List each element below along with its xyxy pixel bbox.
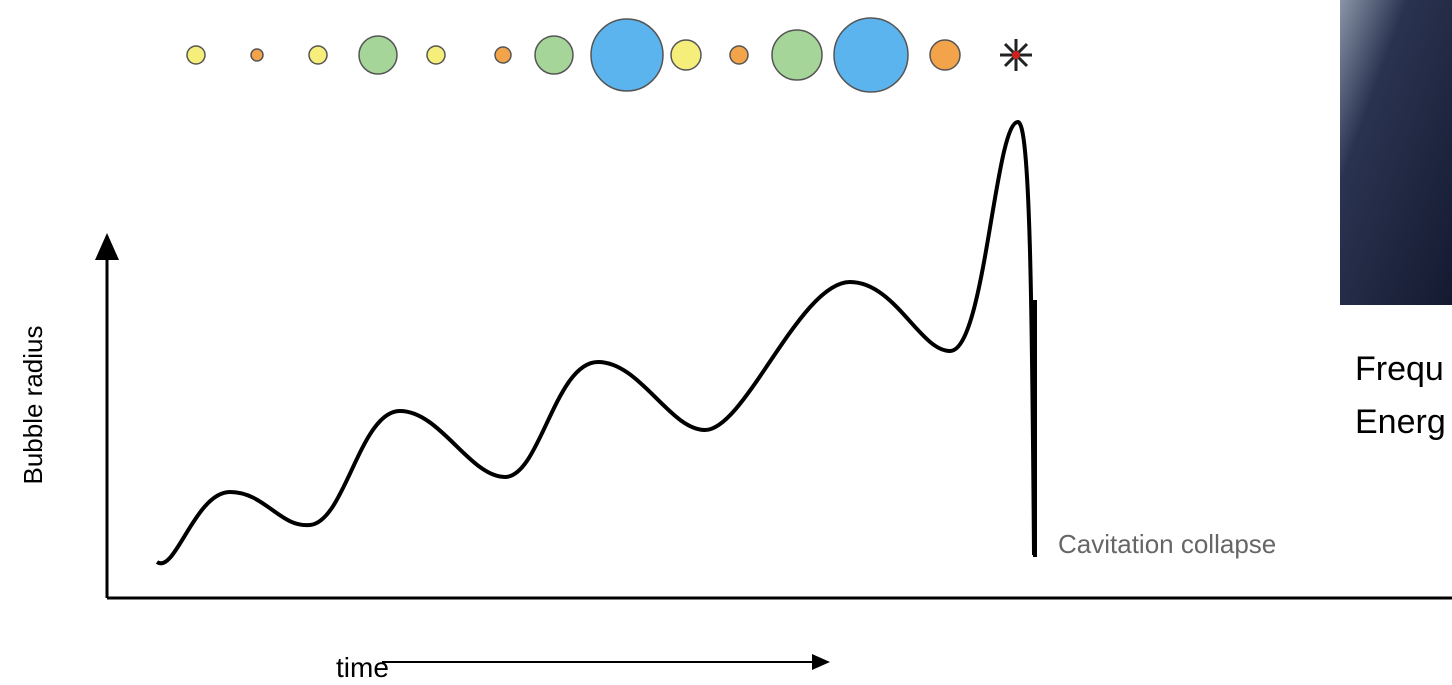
side-text: Frequ <box>1355 350 1444 388</box>
x-axis-label: time <box>336 652 389 683</box>
collapse-label: Cavitation collapse <box>1058 529 1276 559</box>
bubble-row <box>187 18 960 92</box>
side-text: Energ <box>1355 403 1446 441</box>
photo <box>1340 0 1452 305</box>
radius-curve <box>157 122 1034 563</box>
collapse-star <box>1000 39 1032 71</box>
y-axis-label: Bubble radius <box>18 326 48 485</box>
diagram: Bubble radius time Cavitation collapse F… <box>0 0 1452 685</box>
page: Bubble radius time Cavitation collapse F… <box>0 0 1452 685</box>
